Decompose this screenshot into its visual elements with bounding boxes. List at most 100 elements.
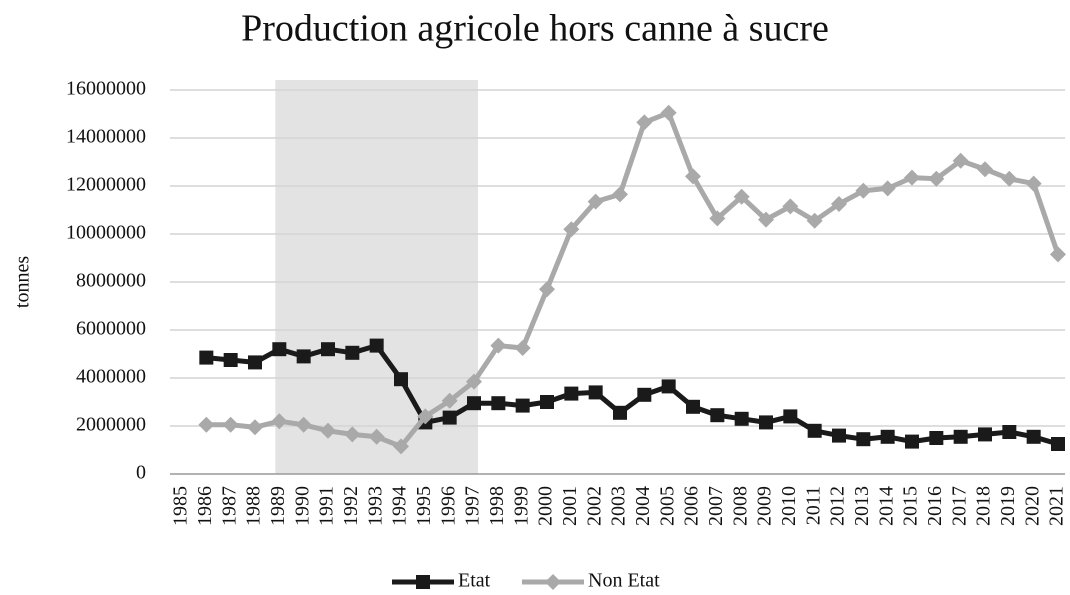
legend-label: Etat [458, 570, 491, 592]
x-tick-label: 1996 [437, 486, 459, 526]
x-tick-label: 2011 [802, 486, 824, 525]
data-point [369, 338, 384, 353]
x-tick-label: 2013 [851, 486, 873, 526]
data-point [1051, 437, 1065, 451]
data-point [393, 438, 409, 455]
data-point [710, 408, 725, 423]
x-tick-label: 2016 [924, 486, 946, 526]
x-tick-label: 1988 [243, 486, 265, 526]
data-point [368, 428, 385, 445]
data-point [953, 429, 968, 444]
data-point [685, 168, 701, 185]
y-tick-label: 10000000 [66, 222, 146, 244]
data-point [782, 198, 799, 215]
x-tick-label: 2020 [1021, 486, 1043, 526]
data-point [856, 432, 871, 447]
x-tick-label: 2017 [948, 486, 970, 526]
data-point [296, 349, 311, 364]
x-tick-label: 1995 [413, 486, 435, 526]
data-point [978, 427, 992, 442]
x-tick-label: 1987 [218, 486, 240, 526]
data-point [1025, 175, 1042, 192]
data-point [247, 419, 263, 436]
x-tick-label: 2000 [535, 486, 557, 526]
x-tick-label: 2005 [656, 486, 678, 526]
data-point [880, 429, 895, 444]
data-point [637, 387, 652, 402]
data-point [223, 353, 238, 367]
data-point [905, 434, 919, 449]
data-point [491, 396, 506, 411]
data-point [806, 212, 823, 229]
data-point [613, 405, 627, 420]
x-tick-label: 2014 [875, 486, 897, 526]
data-point [539, 281, 555, 298]
y-tick-label: 8000000 [76, 270, 146, 292]
y-tick-label: 2000000 [76, 414, 146, 436]
x-tick-label: 2015 [900, 486, 922, 526]
x-tick-label: 1991 [316, 486, 338, 526]
data-point [515, 398, 530, 413]
y-axis-label: tonnes [12, 256, 34, 308]
data-point [441, 392, 458, 409]
x-tick-label: 2003 [608, 486, 630, 526]
x-tick-label: 2010 [778, 486, 800, 526]
x-tick-label: 1992 [340, 486, 362, 526]
data-point [758, 211, 774, 228]
data-point [734, 411, 749, 426]
x-tick-label: 2007 [705, 486, 727, 526]
data-point [952, 152, 969, 169]
x-tick-label: 1998 [486, 486, 508, 526]
x-tick-label: 1985 [170, 486, 192, 526]
x-tick-label: 1986 [194, 486, 216, 526]
data-point [588, 385, 603, 400]
data-point [345, 345, 360, 360]
x-tick-label: 2021 [1046, 486, 1068, 526]
data-point [929, 431, 944, 445]
data-point [879, 180, 896, 197]
x-tick-label: 1999 [510, 486, 532, 526]
x-tick-label: 2001 [559, 486, 581, 526]
data-point [490, 337, 507, 354]
data-point [321, 342, 335, 357]
data-point [660, 104, 677, 121]
data-point [222, 416, 239, 433]
y-tick-label: 6000000 [76, 318, 146, 340]
data-point [394, 372, 408, 387]
data-point [807, 423, 822, 438]
data-point [928, 170, 945, 187]
x-tick-label: 1993 [364, 486, 386, 526]
data-point [564, 386, 579, 401]
y-tick-label: 0 [136, 462, 146, 484]
data-point [514, 340, 531, 356]
chart-title: Production agricole hors canne à sucre [241, 8, 829, 50]
data-point [295, 416, 312, 433]
x-tick-label: 1997 [462, 486, 484, 526]
data-point [977, 161, 993, 178]
data-point [832, 428, 846, 443]
data-point [612, 186, 628, 203]
data-point [855, 182, 872, 199]
data-point [587, 193, 604, 210]
x-tick-label: 2019 [997, 486, 1019, 526]
data-point [904, 169, 920, 186]
data-point [831, 196, 847, 212]
data-point [1050, 246, 1066, 263]
x-tick-label: 1990 [291, 486, 313, 526]
data-point [661, 379, 676, 394]
data-point [686, 399, 700, 414]
x-tick-label: 1989 [267, 486, 289, 526]
data-point [466, 373, 482, 390]
data-point [1026, 429, 1041, 444]
y-tick-label: 12000000 [66, 174, 146, 196]
x-tick-label: 2002 [583, 486, 605, 526]
x-tick-label: 2004 [632, 486, 654, 526]
data-point [320, 422, 336, 439]
x-tick-label: 2006 [681, 486, 703, 526]
data-point [467, 396, 481, 411]
legend-marker [545, 574, 561, 590]
data-point [417, 408, 434, 425]
x-tick-label: 2012 [827, 486, 849, 526]
x-tick-label: 2008 [729, 486, 751, 526]
